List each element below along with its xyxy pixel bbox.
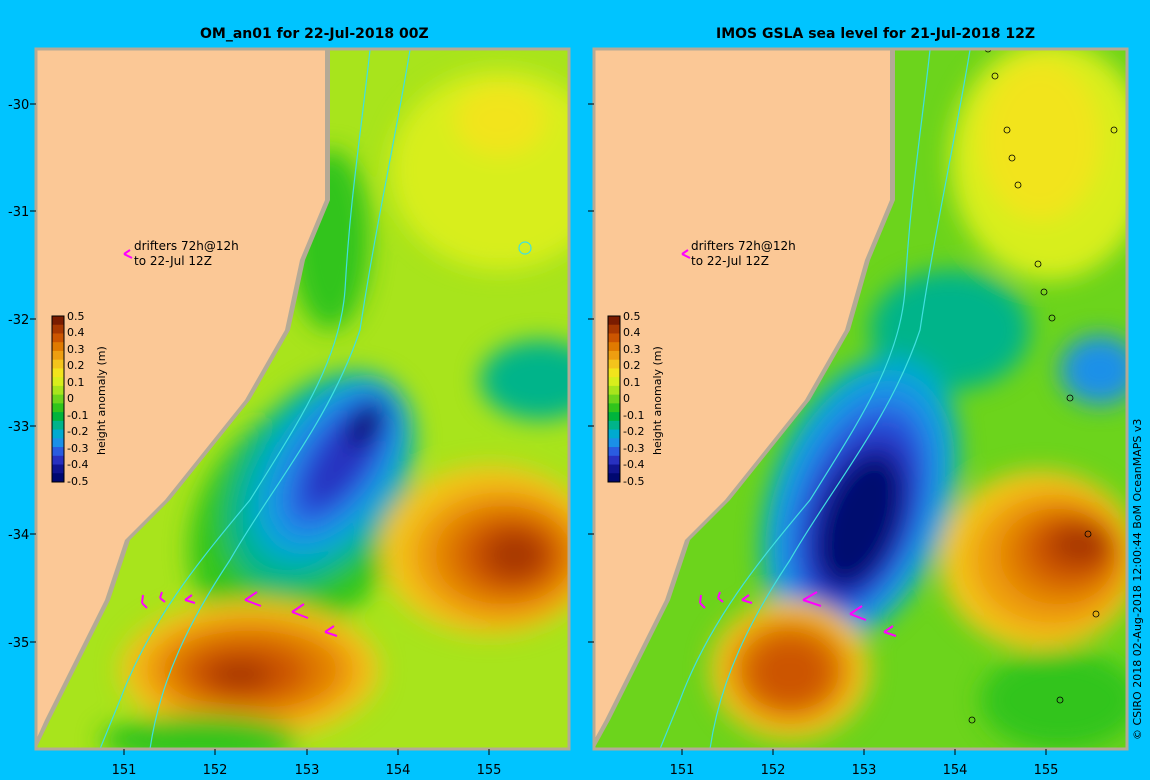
colorbar-swatch bbox=[52, 447, 64, 457]
right-map bbox=[594, 49, 1127, 749]
colorbar-swatch bbox=[52, 350, 64, 361]
colorbar-swatch bbox=[608, 368, 620, 378]
svg-text:0: 0 bbox=[67, 392, 74, 405]
colorbar-swatch bbox=[52, 412, 64, 422]
colorbar-swatch bbox=[52, 359, 64, 369]
svg-text:-0.4: -0.4 bbox=[67, 458, 88, 471]
colorbar-swatch bbox=[52, 316, 64, 326]
svg-text:0.5: 0.5 bbox=[67, 310, 85, 323]
colorbar-label: height anomaly (m) bbox=[95, 346, 108, 455]
lat-label: -34 bbox=[8, 528, 29, 543]
lat-label: -30 bbox=[8, 98, 29, 113]
drifter-note: drifters 72h@12h bbox=[134, 239, 239, 253]
colorbar-swatch bbox=[52, 473, 64, 483]
colorbar-swatch bbox=[608, 464, 620, 474]
svg-text:-0.2: -0.2 bbox=[67, 425, 88, 438]
lat-label: -33 bbox=[8, 420, 29, 435]
lon-label: 151 bbox=[670, 763, 695, 778]
svg-text:-0.2: -0.2 bbox=[623, 425, 644, 438]
svg-text:-0.5: -0.5 bbox=[623, 475, 644, 488]
colorbar-swatch bbox=[608, 324, 620, 334]
drifter-note: drifters 72h@12h bbox=[691, 239, 796, 253]
colorbar-swatch bbox=[608, 438, 620, 448]
colorbar-swatch bbox=[52, 420, 64, 431]
svg-text:0.5: 0.5 bbox=[623, 310, 641, 323]
colorbar-border bbox=[51, 315, 65, 483]
svg-text:0.3: 0.3 bbox=[623, 343, 641, 356]
drifter-notes: drifters 72h@12h to 22-Jul 12Z drifters … bbox=[134, 239, 796, 268]
axis-ticks bbox=[30, 103, 1047, 755]
colorbar-swatch bbox=[52, 429, 64, 439]
lat-label: -32 bbox=[8, 313, 29, 328]
lon-label: 155 bbox=[477, 763, 502, 778]
colorbar-swatch bbox=[608, 377, 620, 387]
lon-label: 155 bbox=[1034, 763, 1059, 778]
colorbar-swatch bbox=[608, 429, 620, 439]
colorbar-border bbox=[607, 315, 621, 483]
colorbar-swatch bbox=[608, 350, 620, 361]
colorbar-swatch bbox=[608, 403, 620, 413]
svg-text:0.2: 0.2 bbox=[623, 359, 641, 372]
colorbar-swatch bbox=[52, 377, 64, 387]
colorbar-swatch bbox=[608, 359, 620, 369]
lon-tick-labels: 151 152 153 154 155 151 152 153 154 155 bbox=[112, 763, 1059, 778]
right-panel-title: IMOS GSLA sea level for 21-Jul-2018 12Z bbox=[716, 26, 1035, 42]
colorbar-swatch bbox=[52, 333, 64, 343]
colorbar-swatch bbox=[52, 368, 64, 378]
svg-text:-0.3: -0.3 bbox=[623, 442, 644, 455]
drifter-note: to 22-Jul 12Z bbox=[691, 254, 769, 268]
colorbar-swatch bbox=[608, 316, 620, 326]
colorbar-swatch bbox=[52, 342, 64, 352]
left-panel-title: OM_an01 for 22-Jul-2018 00Z bbox=[200, 26, 429, 42]
colorbar-swatch bbox=[608, 420, 620, 431]
colorbar-tick-labels: 0.5 0.4 0.3 0.2 0.1 0 -0.1 -0.2 -0.3 -0.… bbox=[67, 310, 644, 488]
right-colorbar bbox=[607, 315, 621, 483]
colorbar-swatch bbox=[52, 438, 64, 448]
left-map bbox=[36, 49, 569, 749]
svg-text:-0.4: -0.4 bbox=[623, 458, 644, 471]
lon-label: 153 bbox=[852, 763, 877, 778]
colorbar-swatch bbox=[608, 333, 620, 343]
colorbar-swatch bbox=[52, 385, 64, 396]
lon-label: 153 bbox=[295, 763, 320, 778]
lon-label: 152 bbox=[761, 763, 786, 778]
lon-label: 151 bbox=[112, 763, 137, 778]
svg-text:0.3: 0.3 bbox=[67, 343, 85, 356]
colorbar-swatch bbox=[608, 412, 620, 422]
colorbar-swatch bbox=[52, 455, 64, 466]
colorbar-label: height anomaly (m) bbox=[651, 346, 664, 455]
svg-text:0.2: 0.2 bbox=[67, 359, 85, 372]
lon-label: 154 bbox=[943, 763, 968, 778]
colorbar-swatch bbox=[52, 394, 64, 404]
left-colorbar bbox=[51, 315, 65, 483]
svg-text:0.1: 0.1 bbox=[623, 376, 641, 389]
svg-text:0.1: 0.1 bbox=[67, 376, 85, 389]
svg-text:-0.3: -0.3 bbox=[67, 442, 88, 455]
colorbar-swatch bbox=[608, 394, 620, 404]
colorbar-swatch bbox=[608, 342, 620, 352]
svg-text:0: 0 bbox=[623, 392, 630, 405]
lon-label: 152 bbox=[203, 763, 228, 778]
colorbar-swatch bbox=[608, 447, 620, 457]
lon-label: 154 bbox=[386, 763, 411, 778]
colorbar-swatch bbox=[608, 385, 620, 396]
colorbar-swatch bbox=[52, 324, 64, 334]
svg-text:-0.1: -0.1 bbox=[67, 409, 88, 422]
colorbar-swatch bbox=[608, 455, 620, 466]
svg-text:-0.5: -0.5 bbox=[67, 475, 88, 488]
lat-tick-labels: -30 -31 -32 -33 -34 -35 bbox=[8, 98, 29, 651]
credit-text: © CSIRO 2018 02-Aug-2018 12:00:44 BoM Oc… bbox=[1131, 418, 1144, 740]
lat-label: -35 bbox=[8, 636, 29, 651]
colorbar-swatch bbox=[608, 473, 620, 483]
svg-text:0.4: 0.4 bbox=[67, 326, 85, 339]
svg-text:0.4: 0.4 bbox=[623, 326, 641, 339]
lat-label: -31 bbox=[8, 205, 29, 220]
colorbar-swatch bbox=[52, 403, 64, 413]
colorbar-swatch bbox=[52, 464, 64, 474]
svg-text:-0.1: -0.1 bbox=[623, 409, 644, 422]
drifter-note: to 22-Jul 12Z bbox=[134, 254, 212, 268]
